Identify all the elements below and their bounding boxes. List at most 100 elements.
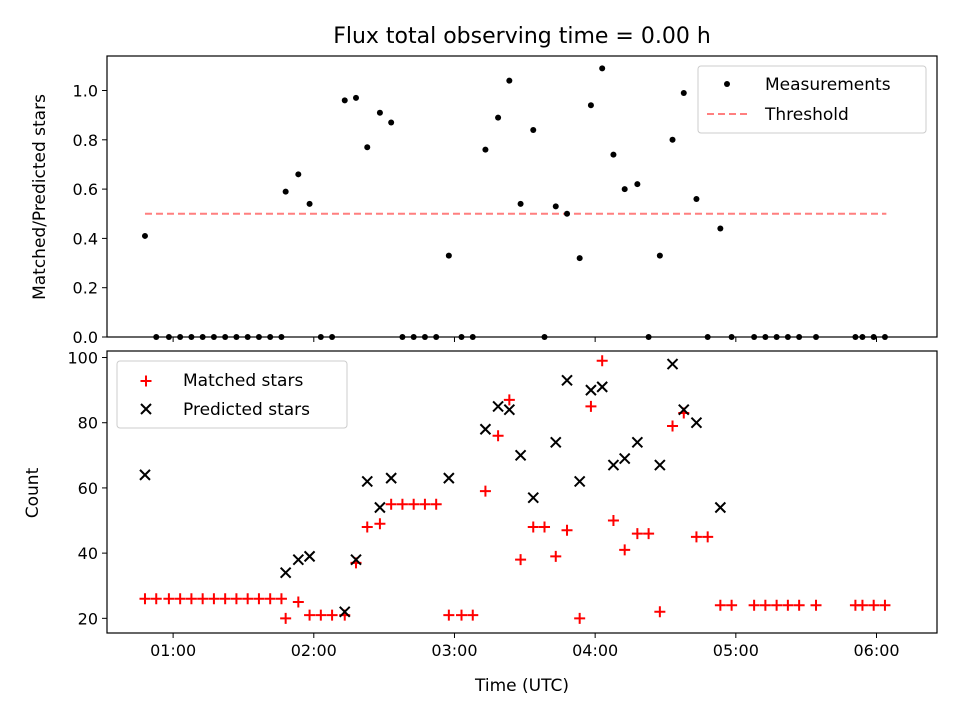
measurement-point: [621, 186, 628, 193]
x-tick-label: 05:00: [713, 641, 759, 660]
matched-star-point: [374, 518, 386, 530]
predicted-star-point: [585, 384, 597, 396]
measurement-point: [445, 252, 452, 259]
matched-star-point: [503, 394, 515, 406]
matched-star-point: [561, 524, 573, 536]
matched-star-point: [527, 521, 539, 533]
x-tick-label: 02:00: [291, 641, 337, 660]
matched-star-point: [253, 593, 265, 605]
legend-box: [697, 65, 927, 134]
measurement-point: [482, 146, 489, 153]
predicted-star-point: [573, 475, 586, 488]
matched-star-point: [219, 593, 231, 605]
matched-star-point: [304, 609, 316, 621]
matched-star-point: [242, 593, 254, 605]
predicted-star-point: [607, 459, 620, 471]
predicted-star-point: [350, 553, 362, 566]
matched-star-point: [174, 593, 186, 605]
top-title: Flux total observing time = 0.00 h: [333, 24, 711, 49]
measurement-point: [576, 255, 583, 262]
predicted-star-point: [139, 469, 151, 481]
matched-star-point: [264, 593, 276, 605]
legend-measurements-label: Measurements: [765, 75, 891, 95]
predicted-star-point: [479, 423, 492, 435]
measurement-point: [282, 188, 289, 195]
matched-star-point: [667, 420, 679, 432]
y-tick-label: 80: [78, 414, 98, 433]
measurement-point: [506, 77, 513, 84]
measurement-point: [610, 151, 617, 158]
predicted-star-point: [374, 501, 386, 514]
y-tick-label: 0.2: [73, 279, 98, 298]
predicted-star-point: [492, 400, 504, 413]
legend-matched-label: Matched stars: [183, 371, 303, 391]
matched-star-point: [810, 599, 822, 611]
matched-star-point: [654, 606, 666, 618]
matched-star-point: [539, 521, 551, 533]
measurement-point: [693, 195, 700, 202]
matched-star-point: [185, 593, 197, 605]
measurement-point: [141, 232, 148, 239]
matched-star-point: [714, 599, 726, 611]
matched-star-point: [596, 355, 608, 367]
predicted-star-point: [527, 491, 539, 504]
measurement-point: [599, 65, 606, 72]
measurement-point: [306, 200, 313, 207]
matched-star-point: [385, 498, 397, 510]
matched-star-point: [292, 596, 304, 608]
predicted-star-point: [561, 374, 573, 387]
y-tick-label: 1.0: [73, 82, 98, 101]
x-tick-label: 04:00: [572, 641, 618, 660]
matched-star-point: [631, 528, 643, 540]
legend-matched-marker: [140, 375, 152, 387]
predicted-star-point: [503, 403, 516, 416]
measurement-point: [517, 200, 524, 207]
matched-star-point: [550, 550, 562, 562]
matched-star-point: [197, 593, 209, 605]
predicted-star-point: [339, 606, 351, 618]
predicted-star-point: [618, 452, 631, 465]
matched-star-point: [690, 531, 702, 543]
predicted-star-point: [631, 436, 644, 448]
measurement-point: [495, 114, 502, 121]
predicted-star-point: [303, 550, 316, 563]
predicted-star-point: [690, 417, 703, 429]
measurement-point: [656, 252, 663, 259]
matched-star-point: [856, 599, 868, 611]
y-tick-label: 60: [78, 479, 98, 498]
legend-predicted-marker: [140, 403, 152, 415]
matched-star-point: [326, 609, 338, 621]
matched-star-point: [771, 599, 783, 611]
measurement-point: [564, 210, 571, 217]
matched-star-point: [782, 599, 794, 611]
legend-threshold-label: Threshold: [764, 105, 849, 125]
matched-star-point: [748, 599, 760, 611]
top-plot-area: 0.0 0.2 0.4 0.6 0.8 1.0 Measurements Threshold: [73, 55, 938, 347]
predicted-star-point: [654, 459, 666, 471]
measurement-point: [717, 225, 724, 232]
axes-frame: [106, 350, 938, 634]
measurement-point: [341, 97, 348, 104]
predicted-star-point: [666, 358, 679, 370]
matched-star-point: [702, 531, 714, 543]
bottom-ylabel: Count: [23, 467, 43, 518]
matched-star-point: [467, 609, 479, 621]
matched-star-point: [726, 599, 738, 611]
matched-star-point: [163, 593, 175, 605]
matched-star-point: [275, 593, 287, 605]
matched-star-point: [479, 485, 491, 497]
predicted-star-point: [514, 449, 527, 462]
measurement-point: [376, 109, 383, 116]
predicted-star-point: [385, 472, 397, 484]
matched-star-point: [396, 498, 408, 510]
matched-star-point: [139, 593, 151, 605]
matched-star-point: [879, 599, 891, 611]
predicted-star-point: [279, 566, 292, 579]
predicted-star-point: [292, 553, 305, 566]
predicted-star-point: [678, 403, 690, 416]
y-tick-label: 0.0: [73, 328, 98, 347]
measurement-point: [669, 136, 676, 143]
matched-star-point: [619, 544, 631, 556]
matched-star-point: [456, 609, 468, 621]
matched-star-point: [443, 609, 455, 621]
